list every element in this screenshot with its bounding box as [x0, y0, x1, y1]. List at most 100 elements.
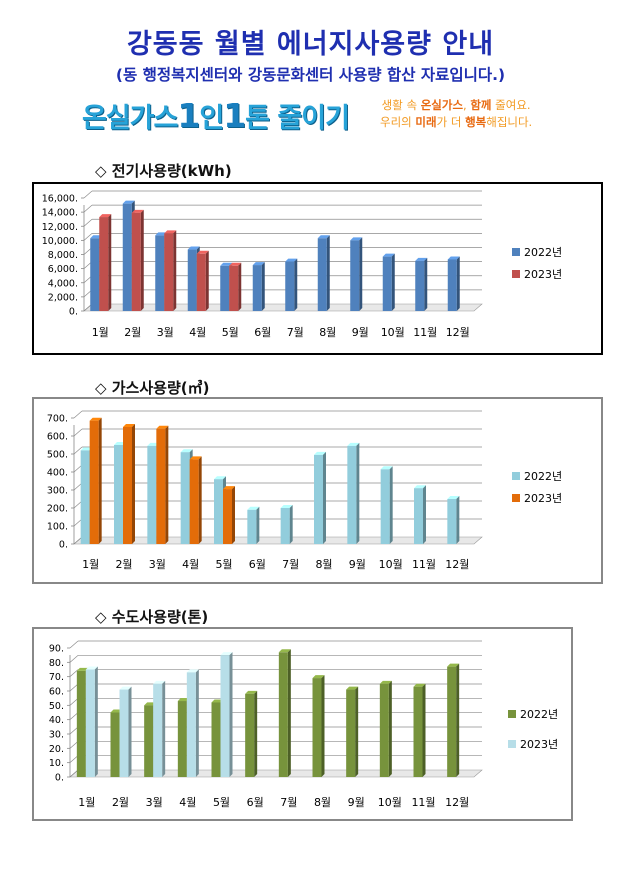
bar-side — [287, 649, 291, 777]
bar-side — [391, 253, 395, 311]
bar-top — [89, 417, 102, 421]
y-tick-label: 8,000. — [48, 250, 78, 261]
bar-side — [94, 666, 98, 777]
gas-bar-2022-11 — [414, 485, 426, 544]
gridline-depth — [83, 204, 93, 213]
bar-face — [314, 454, 323, 544]
water-bar-2022-12 — [447, 663, 460, 777]
gridline-depth — [69, 640, 79, 649]
x-tick-label: 7월 — [282, 558, 299, 571]
bar-face — [156, 428, 166, 544]
bar-top — [156, 425, 169, 429]
electricity-bar-2023-4 — [196, 250, 209, 311]
water-bar-2022-9 — [346, 686, 359, 777]
gas-chart: 0. 100. 200. 300. 400. 500. 600. 700. 1월 2월 3월 4월 5월… — [47, 410, 562, 571]
slogan-number-2: 1 — [223, 96, 246, 135]
bar-face — [380, 469, 390, 544]
slogan-logo: 온실가스1인1톤 줄이기 — [82, 96, 350, 135]
y-tick-label: 200. — [47, 504, 68, 515]
bar-top — [99, 214, 112, 218]
bar-side — [140, 209, 144, 311]
bar-face — [119, 689, 129, 777]
y-tick-label: 700. — [47, 414, 68, 425]
x-tick-label: 12월 — [445, 558, 469, 571]
water-bar-2023-2 — [119, 686, 132, 777]
gridline-depth — [83, 190, 93, 199]
electricity-bar-2022-8 — [317, 235, 330, 311]
slogan-tagline: 생활 속 온실가스, 함께 줄여요. 우리의 미래가 더 행복해집니다. — [380, 97, 532, 131]
gridline-depth — [69, 683, 79, 692]
bar-face — [220, 265, 230, 311]
bar-face — [196, 253, 206, 311]
tagline-line-1: 생활 속 온실가스, 함께 줄여요. — [381, 98, 531, 112]
x-tick-label: 1월 — [78, 796, 95, 809]
x-tick-label: 10월 — [381, 326, 405, 339]
bar-top — [122, 200, 135, 204]
bar-top — [76, 667, 89, 671]
y-tick-label: 80. — [49, 658, 64, 669]
gridline-depth — [69, 669, 79, 677]
electricity-section-title: ◇ 전기사용량(kWh) — [95, 162, 232, 180]
bar-top — [380, 466, 393, 470]
legend-swatch — [512, 270, 520, 278]
bar-top — [379, 680, 392, 684]
bar-top — [252, 262, 265, 266]
electricity-bar-2022-10 — [382, 253, 395, 311]
bar-face — [223, 489, 232, 544]
bar-face — [153, 683, 163, 777]
page-subtitle: (동 행정복지센터와 강동문화센터 사용량 합산 자료입니다.) — [115, 66, 506, 84]
x-tick-label: 8월 — [319, 326, 336, 339]
legend-label: 2022년 — [520, 708, 558, 721]
x-tick-label: 6월 — [254, 326, 271, 339]
legend-swatch — [512, 248, 520, 256]
x-tick-label: 3월 — [157, 326, 174, 339]
bar-top — [119, 686, 132, 690]
gridline-depth — [73, 428, 83, 437]
x-tick-label: 10월 — [378, 796, 402, 809]
x-tick-label: 4월 — [182, 558, 199, 571]
electricity-bar-2022-9 — [350, 237, 363, 311]
electricity-bar-2023-1 — [99, 214, 112, 311]
page-title: 강동동 월별 에너지사용량 안내 — [126, 29, 495, 60]
bar-side — [232, 486, 235, 544]
bar-side — [162, 680, 166, 777]
bar-face — [99, 217, 109, 311]
bar-side — [128, 686, 132, 777]
y-tick-label: 60. — [49, 687, 64, 698]
gas-chart-frame: 0. 100. 200. 300. 400. 500. 600. 700. 1월 2월 3월 4월 5월… — [32, 397, 603, 584]
bar-top — [346, 686, 359, 690]
bar-face — [144, 705, 154, 777]
bar-side — [261, 262, 265, 311]
bar-top — [180, 449, 193, 453]
bar-face — [346, 689, 356, 777]
bar-side — [321, 675, 325, 777]
gas-bar-2023-1 — [89, 417, 102, 544]
x-tick-label: 2월 — [112, 796, 129, 809]
bar-top — [131, 209, 144, 213]
electricity-bar-2022-7 — [285, 258, 298, 311]
water-bar-2022-7 — [278, 649, 291, 777]
bar-side — [294, 258, 298, 311]
bar-side — [456, 256, 460, 311]
gas-bar-2022-9 — [347, 442, 360, 544]
bar-face — [252, 265, 262, 311]
bar-face — [285, 261, 295, 311]
bar-face — [164, 233, 174, 311]
slogan-number-1: 1 — [177, 96, 200, 135]
bar-face — [414, 488, 423, 544]
legend-label: 2023년 — [524, 492, 562, 505]
bar-top — [247, 506, 260, 510]
x-tick-label: 9월 — [348, 796, 365, 809]
bar-face — [189, 459, 199, 544]
x-tick-label: 1월 — [82, 558, 99, 571]
bar-face — [447, 666, 457, 777]
y-tick-label: 500. — [47, 450, 68, 461]
bar-face — [147, 445, 157, 544]
x-tick-label: 11월 — [411, 796, 435, 809]
bar-face — [415, 260, 425, 311]
gridline-depth — [73, 518, 83, 527]
y-tick-label: 0. — [55, 773, 64, 784]
y-tick-label: 300. — [47, 486, 68, 497]
y-tick-label: 70. — [49, 672, 64, 683]
bar-top — [347, 442, 360, 446]
